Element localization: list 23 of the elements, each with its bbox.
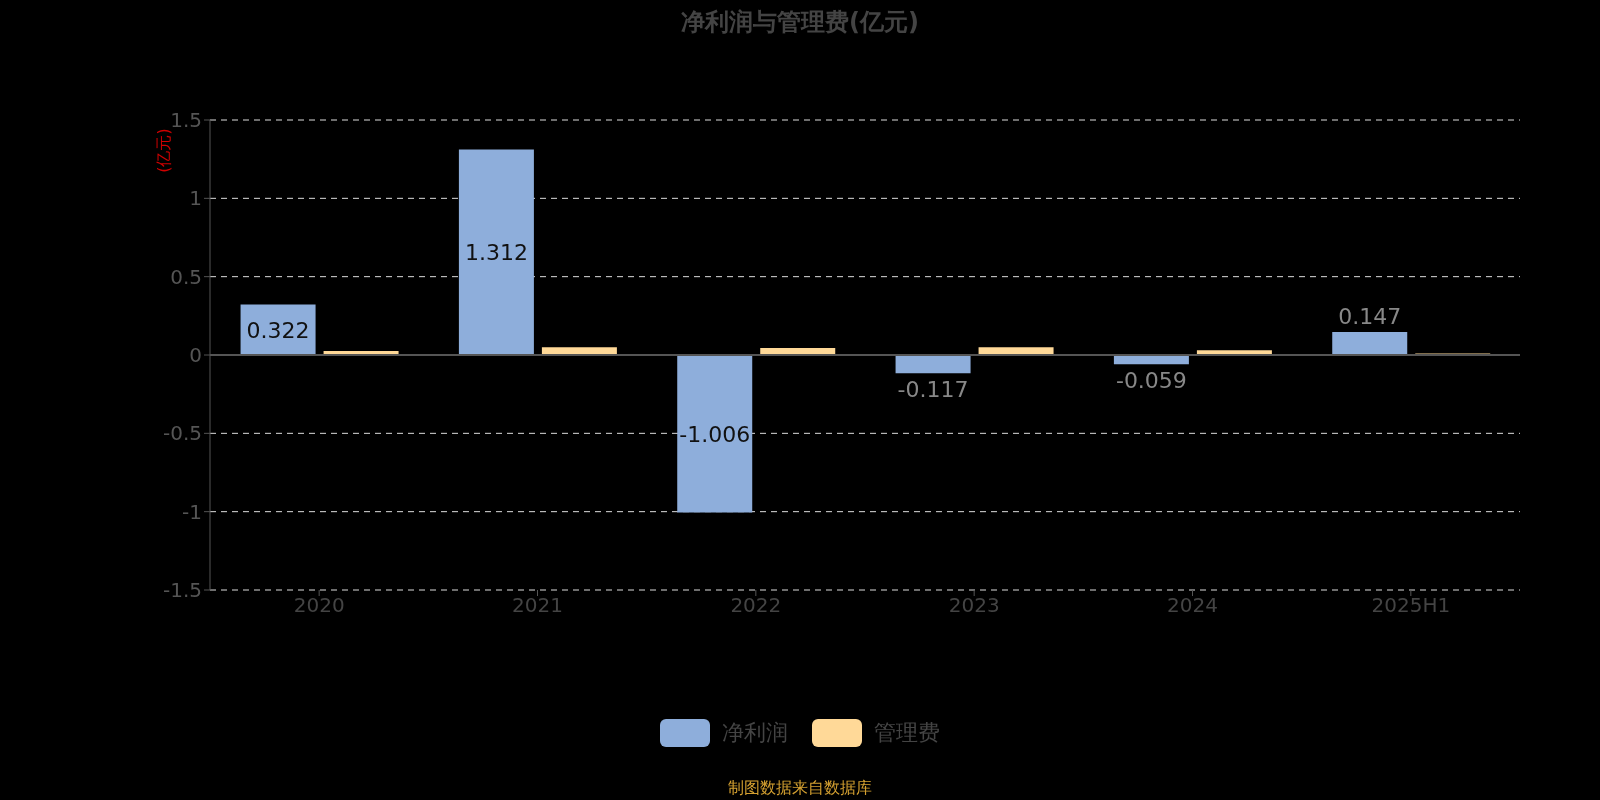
x-tick-label: 2023 xyxy=(948,593,1000,618)
y-tick-label: -0.5 xyxy=(162,421,202,446)
y-tick-label: 1 xyxy=(189,186,202,211)
x-tick-label: 2025H1 xyxy=(1371,593,1451,618)
data-label: 1.312 xyxy=(464,240,528,266)
data-label: -1.006 xyxy=(679,421,751,447)
data-label: -0.059 xyxy=(1115,368,1187,394)
data-label: 0.147 xyxy=(1338,303,1402,329)
text: 制图数据来自数据库 xyxy=(727,778,873,799)
x-tick-label: 2022 xyxy=(730,593,782,618)
y-tick-label: -1.5 xyxy=(162,578,202,603)
y-axis-title: (亿元) xyxy=(153,127,174,175)
x-tick-label: 2020 xyxy=(293,593,345,618)
data-label: -0.117 xyxy=(897,377,969,403)
legend-label: 管理费 xyxy=(874,719,940,747)
x-tick-label: 2021 xyxy=(512,593,563,618)
y-tick-label: -1 xyxy=(182,499,202,524)
chart-title: 净利润与管理费(亿元) xyxy=(680,7,920,38)
y-tick-label: 0.5 xyxy=(170,264,202,289)
data-label: 0.322 xyxy=(246,317,310,343)
legend-label: 净利润 xyxy=(722,719,788,747)
x-tick-label: 2024 xyxy=(1167,593,1218,618)
y-tick-label: 0 xyxy=(189,343,202,368)
